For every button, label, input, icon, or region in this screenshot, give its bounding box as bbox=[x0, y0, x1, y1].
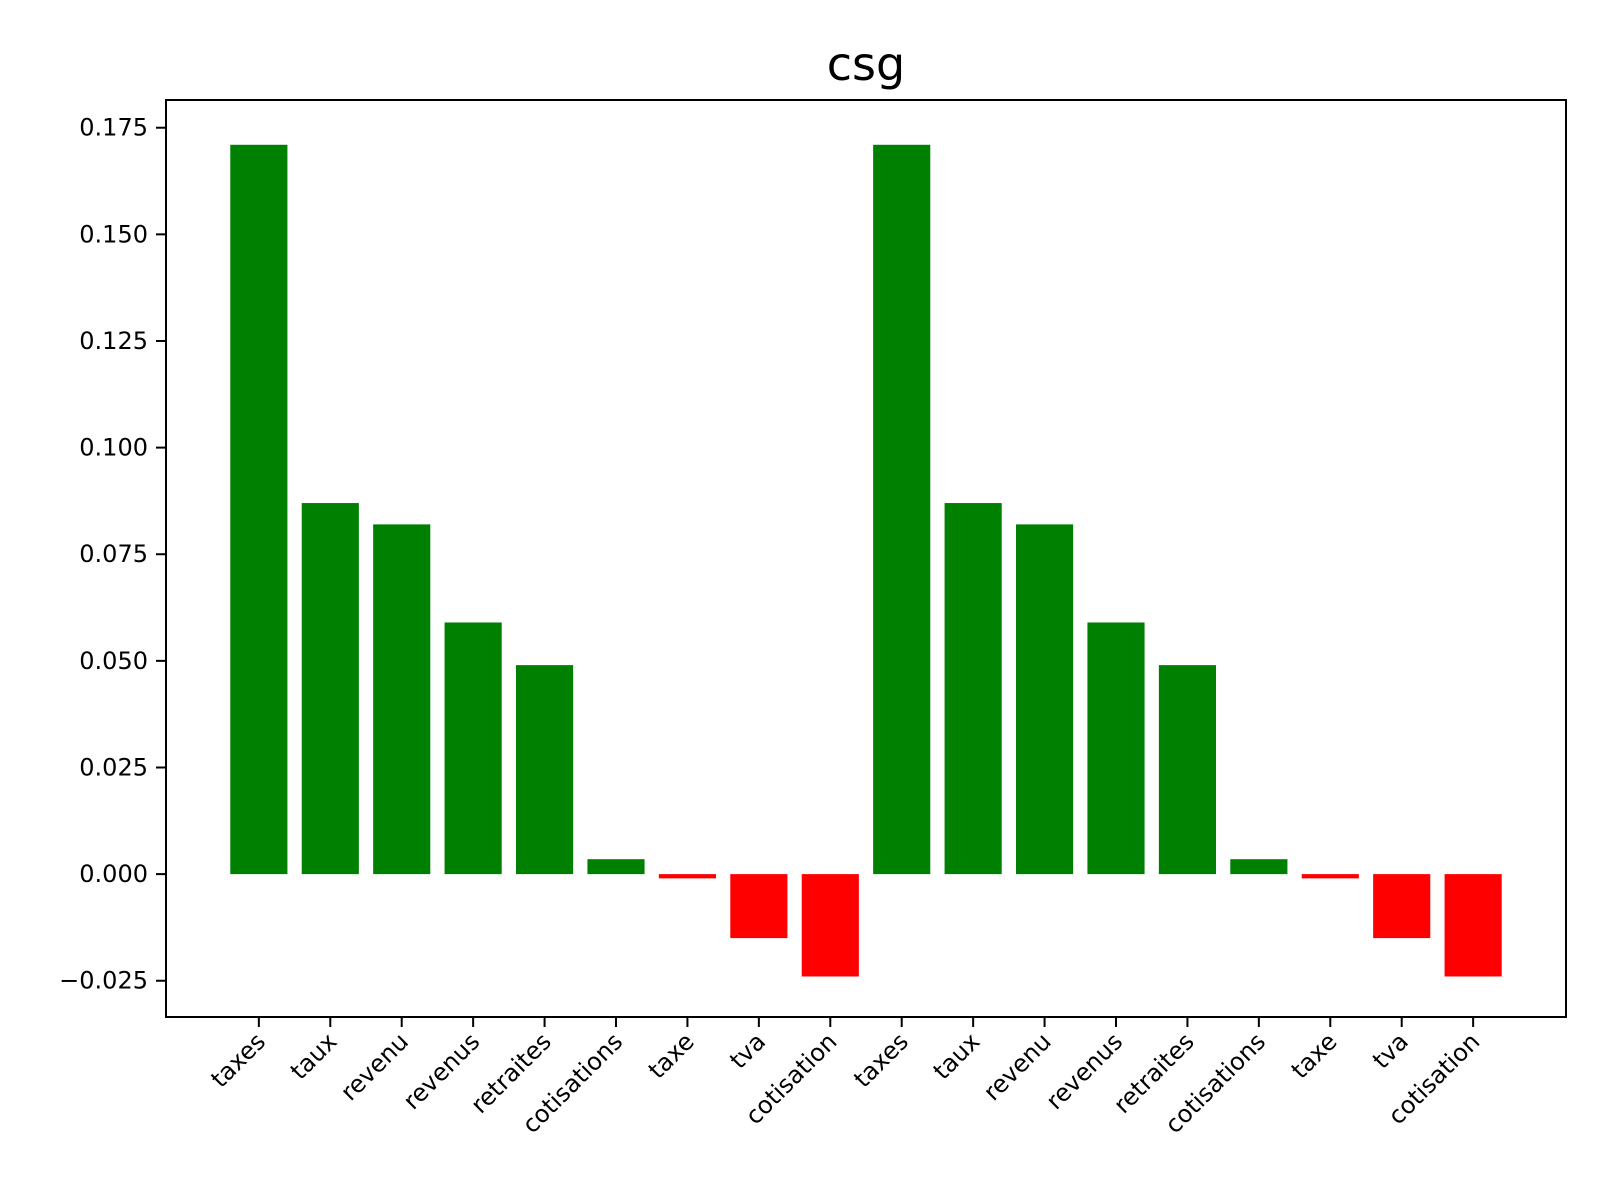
bar-cotisations-14 bbox=[1230, 859, 1288, 875]
y-tick-label: 0.000 bbox=[79, 860, 148, 888]
bar-taux-1 bbox=[301, 503, 359, 875]
y-tick-label: 0.025 bbox=[79, 753, 148, 781]
bars-layer bbox=[230, 144, 1502, 977]
bar-cotisation-17 bbox=[1444, 874, 1502, 977]
plot-frame bbox=[165, 99, 1567, 1018]
y-tick-label: 0.100 bbox=[79, 434, 148, 462]
bar-taux-10 bbox=[944, 503, 1002, 875]
y-tick-label: 0.150 bbox=[79, 220, 148, 248]
y-tick-label: 0.075 bbox=[79, 540, 148, 568]
bar-revenus-3 bbox=[444, 622, 502, 875]
y-tick-label: −0.025 bbox=[59, 967, 148, 995]
bar-taxes-9 bbox=[873, 144, 931, 875]
bar-taxe-6 bbox=[658, 874, 716, 879]
bar-revenu-11 bbox=[1016, 524, 1074, 875]
bar-tva-7 bbox=[730, 874, 788, 939]
bar-cotisations-5 bbox=[587, 859, 645, 875]
y-tick-label: 0.125 bbox=[79, 327, 148, 355]
y-axis: −0.025 0.000 0.025 0.050 0.075 0.100 0.125 0.15… bbox=[59, 114, 166, 995]
bar-cotisation-8 bbox=[801, 874, 859, 977]
bar-revenus-12 bbox=[1087, 622, 1145, 875]
bar-taxe-15 bbox=[1301, 874, 1359, 879]
bar-taxes-0 bbox=[230, 144, 288, 875]
bar-retraites-13 bbox=[1158, 665, 1216, 875]
chart-title: csg bbox=[827, 37, 905, 91]
bar-tva-16 bbox=[1373, 874, 1431, 939]
y-tick-label: 0.050 bbox=[79, 647, 148, 675]
bar-revenu-2 bbox=[373, 524, 431, 875]
bar-retraites-4 bbox=[516, 665, 574, 875]
y-tick-label: 0.175 bbox=[79, 114, 148, 142]
